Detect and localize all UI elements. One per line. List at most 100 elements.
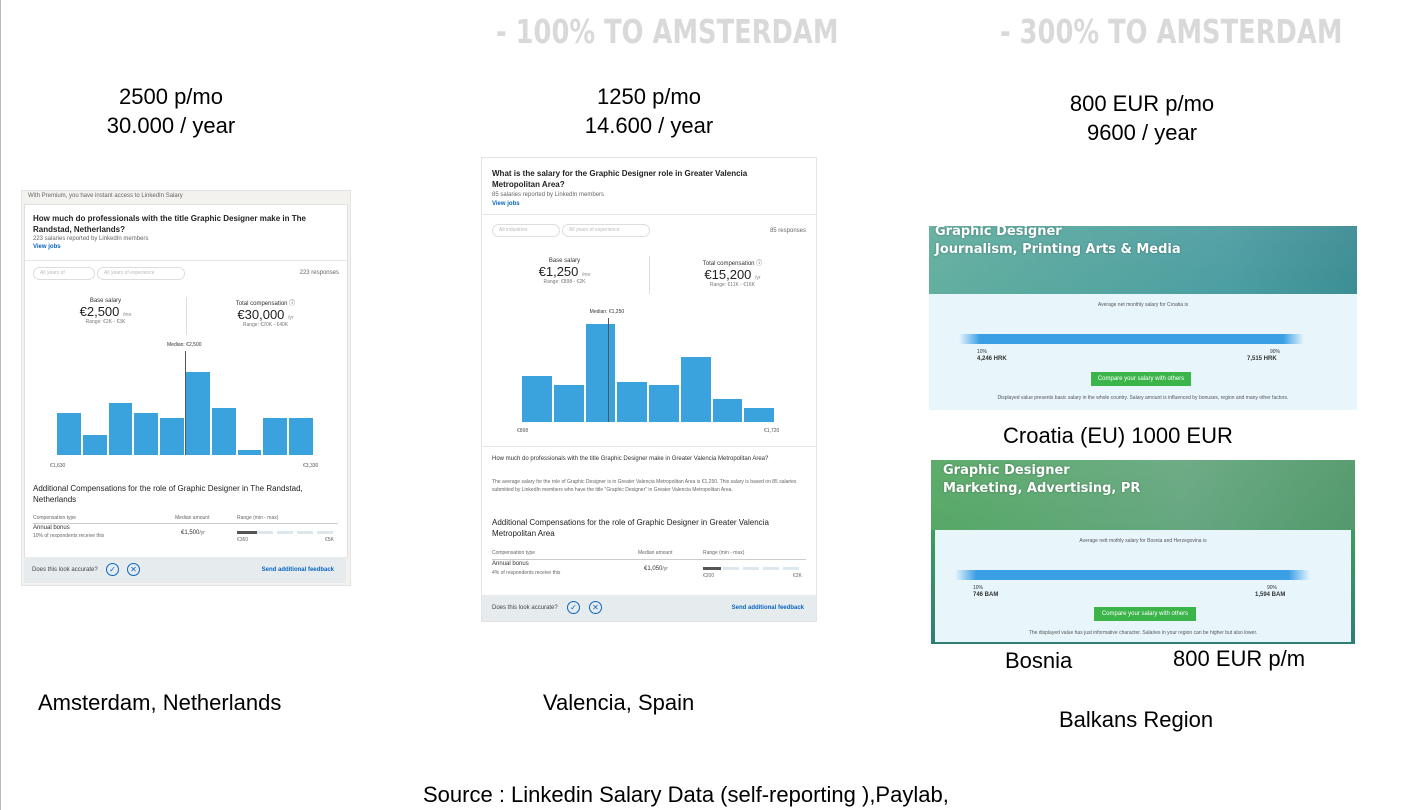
salary-amsterdam: 2500 p/mo 30.000 / year: [71, 82, 271, 140]
total-unit: /yr: [288, 315, 294, 321]
row-type: Annual bonus: [492, 561, 529, 567]
base-salary-label: Base salary: [548, 258, 581, 264]
filter-experience-dropdown[interactable]: All years of experience: [562, 224, 650, 237]
total-value-text: €30,000: [237, 307, 285, 322]
filter-industry-dropdown[interactable]: All industries: [492, 224, 560, 237]
row-type: Annual bonus: [33, 525, 70, 531]
salary-valencia-monthly: 1250 p/mo: [597, 84, 701, 109]
compare-salary-button[interactable]: Compare your salary with others: [1094, 607, 1196, 621]
base-salary-range: Range: €2K - €3K: [85, 319, 126, 325]
description-body: The average salary for the role of Graph…: [492, 479, 797, 493]
histogram: Median: €1,250: [522, 309, 774, 422]
axis-max-label: €1,720: [764, 428, 780, 434]
paylab-title-line2: Journalism, Printing Arts & Media: [935, 242, 1181, 257]
histogram-bar: [186, 372, 210, 455]
linkedin-card-valencia: What is the salary for the Graphic Desig…: [481, 157, 817, 622]
salary-amsterdam-monthly: 2500 p/mo: [119, 84, 223, 109]
salary-amsterdam-yearly: 30.000 / year: [106, 113, 236, 138]
histogram-bar: [522, 376, 552, 422]
row-median-unit: /yr: [199, 530, 205, 536]
headline-valencia: - 100% TO AMSTERDAM: [496, 12, 839, 51]
check-icon[interactable]: ✓: [567, 601, 580, 614]
premium-note: With Premium, you have instant access to…: [28, 193, 183, 199]
info-icon[interactable]: ⓘ: [289, 301, 296, 307]
row-max: €2K: [793, 573, 802, 579]
p90-label: 90%: [1267, 585, 1278, 591]
total-unit: /yr: [755, 275, 761, 281]
check-icon[interactable]: ✓: [106, 563, 119, 576]
base-salary-block: Base salary €1,250 /mo Range: €898 - €2K: [502, 258, 627, 285]
left-border: [0, 0, 1, 810]
histogram-bar: [57, 413, 81, 455]
salary-subtitle: Average nett mothly salary for Bosnia an…: [1079, 538, 1207, 544]
total-comp-block: Total compensation ⓘ €30,000 /yr Range: …: [203, 298, 328, 328]
total-comp-value: €30,000 /yr: [203, 307, 328, 322]
p90-value: 7,515 HRK: [1247, 356, 1277, 362]
feedback-bar: Does this look accurate? ✓ ✕ Send additi…: [482, 595, 816, 621]
row-median: €1,500/yr: [181, 530, 205, 536]
range-fill: [237, 531, 257, 534]
histogram-bar: [617, 382, 647, 422]
reported-count: 85 salaries reported by LinkedIn members: [492, 192, 605, 198]
salary-balkans-monthly: 800 EUR p/mo: [1069, 91, 1215, 116]
close-icon[interactable]: ✕: [589, 601, 602, 614]
histogram-bar: [553, 385, 584, 422]
total-comp-block: Total compensation ⓘ €15,200 /yr Range: …: [670, 258, 795, 288]
total-comp-range: Range: €11K - €16K: [710, 282, 755, 288]
base-salary-range: Range: €898 - €2K: [543, 279, 586, 285]
table-divider: [492, 559, 806, 560]
histogram-bar: [263, 418, 288, 455]
p10-value: 746 BAM: [973, 592, 999, 598]
row-median: €1,050/yr: [644, 566, 668, 572]
total-comp-value: €15,200 /yr: [670, 267, 795, 282]
description-title: How much do professionals with the title…: [492, 456, 769, 462]
stat-divider: [649, 256, 650, 294]
table-divider: [33, 523, 338, 524]
total-comp-label: Total compensation ⓘ: [670, 258, 795, 267]
histogram-bar: [108, 403, 133, 455]
view-jobs-link[interactable]: View jobs: [492, 201, 520, 207]
send-feedback-link[interactable]: Send additional feedback: [261, 567, 334, 573]
total-comp-range: Range: €20K - €40K: [242, 322, 289, 328]
salary-subtitle: Average net monthly salary for Croatia i…: [1097, 302, 1189, 308]
view-jobs-link[interactable]: View jobs: [33, 244, 61, 250]
headline-balkans: - 300% TO AMSTERDAM: [1000, 12, 1343, 51]
base-value-text: €1,250: [538, 264, 579, 279]
p90-label: 90%: [1270, 349, 1281, 355]
axis-max-label: €3,330: [303, 463, 319, 469]
stat-divider: [186, 297, 187, 335]
histogram-bar: [744, 408, 774, 422]
salary-valencia-yearly: 14.600 / year: [584, 113, 714, 138]
row-note: 4% of respondents receive this: [492, 570, 561, 576]
median-line: [185, 351, 186, 455]
info-icon[interactable]: ⓘ: [756, 261, 763, 267]
salary-balkans-yearly: 9600 / year: [1086, 120, 1198, 145]
histogram-bar: [211, 408, 236, 455]
responses-count: 85 responses: [769, 228, 806, 234]
paylab-title-line1: Graphic Designer: [935, 226, 1062, 239]
close-icon[interactable]: ✕: [127, 563, 140, 576]
filter-label: All years of experience: [104, 270, 155, 276]
filter-label: All industries: [499, 227, 528, 233]
compare-salary-button[interactable]: Compare your salary with others: [1091, 372, 1191, 386]
accuracy-prompt: Does this look accurate?: [32, 567, 98, 573]
caption-bosnia-salary: 800 EUR p/m: [1173, 646, 1306, 671]
salary-note: Displayed value presents basic salary in…: [997, 395, 1289, 401]
send-feedback-link[interactable]: Send additional feedback: [731, 605, 804, 611]
salary-panel: Average net monthly salary for Croatia i…: [929, 294, 1357, 410]
filter-years-dropdown[interactable]: All years of: [33, 267, 95, 280]
responses-count: 223 responses: [299, 270, 339, 276]
salary-balkans: 800 EUR p/mo 9600 / year: [1022, 89, 1262, 147]
histogram-bar: [649, 385, 679, 422]
base-salary-value: €2,500 /mo: [43, 304, 168, 319]
histogram-bar: [585, 324, 616, 422]
caption-balkans: Balkans Region: [1059, 707, 1214, 732]
histogram-bar: [134, 413, 159, 455]
paylab-title-line1: Graphic Designer: [943, 463, 1070, 478]
col-type: Compensation type: [492, 550, 536, 556]
filter-experience-dropdown[interactable]: All years of experience: [97, 267, 185, 280]
range-track: [237, 531, 337, 534]
paylab-bosnia: Graphic Designer Marketing, Advertising,…: [931, 460, 1355, 644]
row-min: €360: [237, 537, 249, 543]
histogram: Median: €2,500: [57, 342, 313, 455]
